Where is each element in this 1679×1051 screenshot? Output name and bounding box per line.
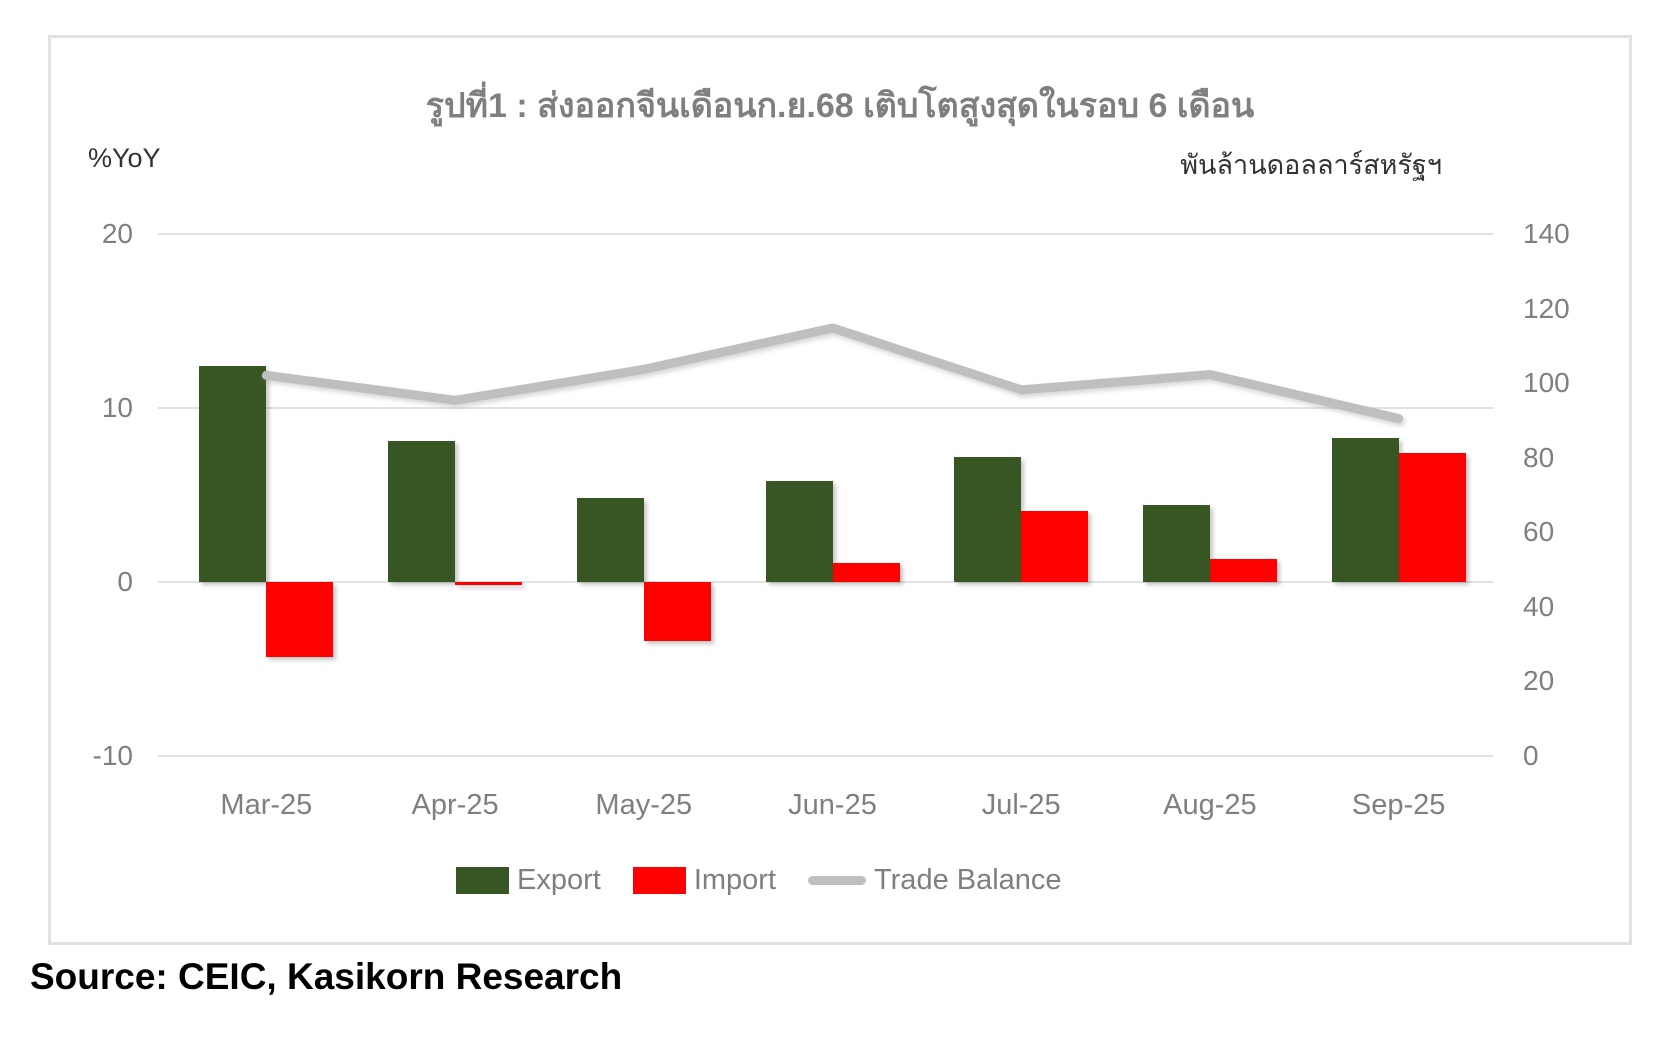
left-axis-tick-label: -10 <box>92 740 133 771</box>
legend-item-trade-balance: Trade Balance <box>808 864 1062 897</box>
right-axis-tick-label: 140 <box>1523 218 1570 249</box>
bar-export-mar-25 <box>199 366 267 582</box>
left-axis-tick-label: 20 <box>101 218 133 249</box>
source-note: Source: CEIC, Kasikorn Research <box>30 956 623 997</box>
legend-label-export: Export <box>517 864 601 896</box>
plot-area: 20 10 0 -10 140 120 100 80 60 40 20 0 Mar-25 Apr-25 Ma… <box>93 218 1570 821</box>
bar-import-may-25 <box>643 582 711 642</box>
chart-panel: รูปที่1 : ส่งออกจีนเดือนก.ย.68 เติบโตสูง… <box>48 35 1632 945</box>
bar-export-may-25 <box>576 498 644 582</box>
legend-label-import: Import <box>693 864 777 896</box>
right-axis-tick-label: 60 <box>1523 516 1555 548</box>
x-axis-label: Jun-25 <box>788 789 877 821</box>
bar-import-aug-25 <box>1209 559 1277 582</box>
right-axis-tick-label: 0 <box>1523 740 1539 771</box>
x-axis-label: Apr-25 <box>411 789 499 821</box>
x-axis-label: Aug-25 <box>1163 789 1257 821</box>
chart-title: รูปที่1 : ส่งออกจีนเดือนก.ย.68 เติบโตสูง… <box>425 87 1255 125</box>
bar-export-jul-25 <box>954 456 1022 582</box>
trade-balance-line <box>261 323 1404 424</box>
bar-import-mar-25 <box>266 582 334 657</box>
legend-label-trade-balance: Trade Balance <box>874 864 1062 896</box>
x-axis-label: Mar-25 <box>220 789 313 821</box>
right-axis-unit-label: พันล้านดอลลาร์สหรัฐฯ <box>1180 150 1442 180</box>
left-axis-tick-label: 0 <box>117 566 133 597</box>
export-swatch-icon <box>456 867 509 894</box>
right-axis-tick-label: 40 <box>1523 590 1555 622</box>
trade-balance-polyline <box>261 323 1404 424</box>
gridline <box>158 407 1493 409</box>
bar-export-aug-25 <box>1142 505 1210 582</box>
bar-export-apr-25 <box>388 441 456 582</box>
right-axis-tick-label: 100 <box>1523 367 1570 399</box>
gridline <box>158 755 1493 757</box>
gridline <box>158 581 1493 583</box>
bar-import-jul-25 <box>1021 510 1089 582</box>
x-axis-label: Jul-25 <box>981 789 1061 821</box>
left-axis-tick-label: 10 <box>101 392 133 423</box>
bar-import-apr-25 <box>455 582 523 586</box>
import-swatch-icon <box>632 867 686 894</box>
chart-legend: Export Import Trade Balance <box>456 864 1062 897</box>
right-axis-tick-label: 80 <box>1523 441 1555 473</box>
right-axis-tick-label: 120 <box>1523 292 1570 324</box>
bar-import-jun-25 <box>832 562 900 582</box>
bar-export-sep-25 <box>1331 437 1399 582</box>
x-axis-label: May-25 <box>595 789 693 821</box>
right-axis-tick-label: 20 <box>1523 665 1555 697</box>
bar-export-jun-25 <box>765 481 833 582</box>
x-axis-label: Sep-25 <box>1351 789 1446 821</box>
gridline <box>158 233 1493 235</box>
trade-balance-swatch-icon <box>808 876 867 885</box>
bar-import-sep-25 <box>1398 453 1466 582</box>
legend-item-import: Import <box>632 864 777 897</box>
legend-item-export: Export <box>456 864 601 897</box>
left-axis-unit-label: %YoY <box>88 143 161 173</box>
